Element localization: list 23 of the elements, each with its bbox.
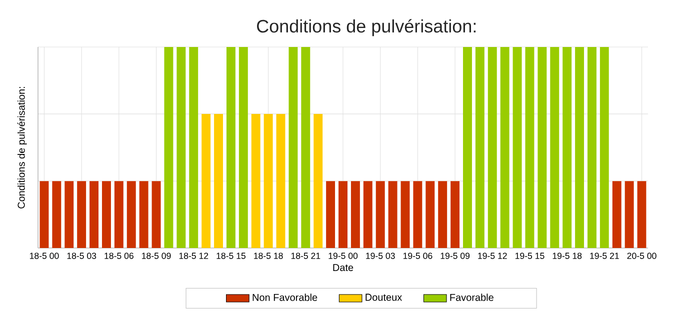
x-axis-title: Date bbox=[333, 264, 354, 272]
x-tick-label: 19-5 06 bbox=[403, 252, 432, 259]
x-tick-label: 19-5 09 bbox=[440, 252, 470, 259]
x-tick-label: 18-5 06 bbox=[104, 252, 134, 259]
x-tick-label: 18-5 03 bbox=[67, 252, 96, 259]
x-tick-label: 20-5 00 bbox=[627, 252, 656, 259]
x-tick-label: 19-5 18 bbox=[552, 252, 582, 259]
x-tick-label: 19-5 21 bbox=[590, 252, 619, 259]
x-tick-label: 18-5 12 bbox=[179, 252, 208, 259]
x-tick-label: 18-5 09 bbox=[142, 252, 171, 259]
x-tick-label: 19-5 00 bbox=[328, 252, 358, 259]
x-tick-label: 19-5 15 bbox=[515, 252, 544, 259]
x-tick-label: 18-5 18 bbox=[254, 252, 283, 259]
legend-label: Favorable bbox=[450, 294, 494, 301]
y-axis-title: Conditions de pulvérisation: bbox=[17, 87, 27, 208]
chart-title: Conditions de pulvérisation: bbox=[257, 19, 476, 36]
x-tick-label: 19-5 12 bbox=[478, 252, 507, 259]
x-tick-label: 18-5 15 bbox=[216, 252, 246, 259]
legend-label: Non Favorable bbox=[252, 294, 318, 301]
legend-label: Douteux bbox=[366, 294, 402, 301]
x-tick-label: 18-5 21 bbox=[291, 252, 320, 259]
x-tick-label: 19-5 03 bbox=[366, 252, 395, 259]
x-tick-label: 18-5 00 bbox=[30, 252, 59, 259]
